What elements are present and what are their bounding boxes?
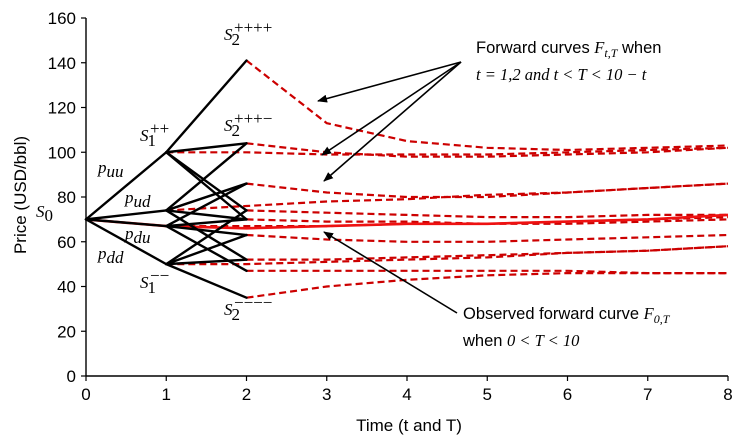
x-tick-label: 3 bbox=[322, 385, 331, 404]
tree-edge bbox=[84, 209, 168, 221]
label-p-du: pdu bbox=[124, 224, 151, 247]
arrow-forward-1 bbox=[317, 61, 462, 103]
tree-edge bbox=[165, 142, 248, 212]
tree-edge bbox=[84, 218, 168, 266]
annotation-arrows bbox=[317, 61, 462, 314]
tree-edge bbox=[165, 182, 248, 212]
tree-edge bbox=[165, 209, 248, 221]
annotation-forward-line2: t = 1,2 and t < T < 10 − t bbox=[476, 65, 647, 84]
label-s1-down-down: S1−− bbox=[140, 266, 169, 297]
forward-curve-t2-6 bbox=[246, 182, 729, 199]
annotation-forward-line1: Forward curves Ft,T when bbox=[476, 38, 661, 60]
x-tick-label: 5 bbox=[483, 385, 492, 404]
forward-curves-group bbox=[166, 59, 729, 299]
tree-edge bbox=[165, 262, 248, 299]
label-s2-mmmm: S2−−−− bbox=[224, 293, 272, 324]
label-s2-pppp: S2++++ bbox=[224, 18, 272, 49]
forward-curve-t2-4 bbox=[245, 59, 729, 152]
y-tick-label: 100 bbox=[48, 143, 76, 162]
tree-edge bbox=[84, 151, 168, 221]
annotation-observed-line2: when 0 < T < 10 bbox=[462, 331, 580, 350]
binomial-tree-group bbox=[84, 59, 248, 299]
arrow-forward-2 bbox=[321, 61, 462, 156]
x-tick-label: 7 bbox=[643, 385, 652, 404]
forward-curve-t2-8 bbox=[246, 218, 729, 225]
x-tick-label: 1 bbox=[162, 385, 171, 404]
label-p-dd: pdd bbox=[97, 244, 124, 267]
forward-curve-t2-12 bbox=[246, 272, 728, 299]
forward-curve-t2-7 bbox=[246, 209, 728, 219]
tree-edge bbox=[165, 151, 248, 221]
x-axis-title: Time (t and T) bbox=[356, 416, 462, 435]
annotation-observed-line1: Observed forward curve F0,T bbox=[463, 304, 671, 326]
tree-edge bbox=[165, 59, 248, 154]
axes-group: 0 20 40 60 80 100 120 140 160 0 1 2 3 4 5 6 7 8 bbox=[48, 9, 733, 404]
forward-curve-t2-9 bbox=[246, 233, 729, 243]
arrow-forward-3 bbox=[323, 61, 462, 182]
tree-edge bbox=[165, 142, 248, 154]
forward-curve-t1-3 bbox=[166, 245, 729, 266]
y-tick-label: 120 bbox=[48, 99, 76, 118]
x-tick-label: 2 bbox=[242, 385, 251, 404]
tree-edge bbox=[165, 258, 248, 266]
y-tick-label: 20 bbox=[57, 322, 76, 341]
x-tick-label: 4 bbox=[402, 385, 411, 404]
tree-edge bbox=[165, 209, 248, 266]
tree-edge bbox=[165, 182, 248, 228]
y-tick-label: 140 bbox=[48, 54, 76, 73]
label-s2-pppm: S2+++− bbox=[224, 109, 272, 140]
x-tick-label: 0 bbox=[81, 385, 90, 404]
y-tick-label: 40 bbox=[57, 278, 76, 297]
y-axis-title: Price (USD/bbl) bbox=[11, 136, 30, 254]
label-p-uu: puu bbox=[97, 158, 124, 181]
label-s0: S0 bbox=[36, 202, 53, 225]
y-tick-label: 60 bbox=[57, 233, 76, 252]
label-s1-up-up: S1++ bbox=[140, 119, 169, 150]
tree-edge bbox=[165, 233, 248, 266]
x-tick-label: 8 bbox=[723, 385, 732, 404]
tree-edge bbox=[165, 224, 248, 237]
y-tick-label: 80 bbox=[57, 188, 76, 207]
x-tick-label: 6 bbox=[563, 385, 572, 404]
forward-curve-t1-0 bbox=[166, 146, 729, 156]
tree-edge bbox=[84, 218, 168, 228]
y-tick-label: 160 bbox=[48, 9, 76, 28]
label-p-ud: pud bbox=[124, 188, 151, 211]
forward-curve-t2-10 bbox=[246, 245, 729, 261]
arrow-observed bbox=[323, 231, 458, 314]
y-tick-label: 0 bbox=[67, 367, 76, 386]
